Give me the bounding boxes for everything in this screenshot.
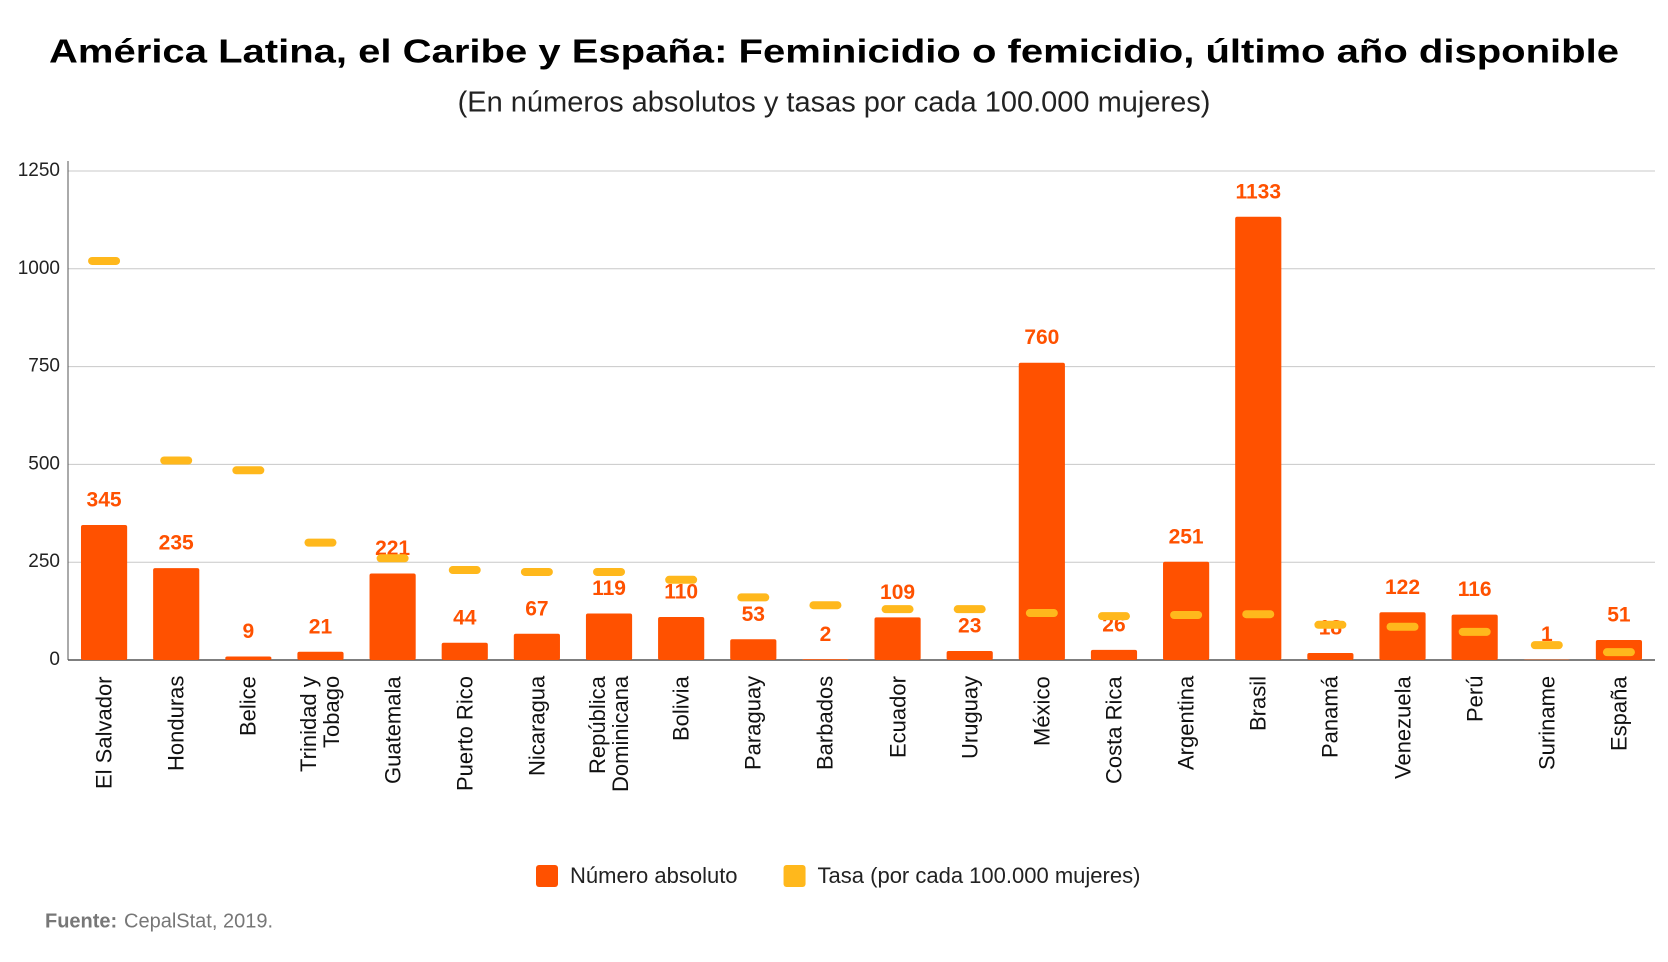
bar xyxy=(730,639,777,660)
chart-subtitle: (En números absolutos y tasas por cada 1… xyxy=(458,87,1211,119)
y-tick-label: 250 xyxy=(28,551,60,572)
legend-label: Número absoluto xyxy=(570,863,738,888)
x-tick-label: Guatemala xyxy=(380,676,406,784)
x-tick-label: Suriname xyxy=(1534,676,1560,771)
source-label: Fuente: xyxy=(45,910,117,932)
legend-label: Tasa (por cada 100.000 mujeres) xyxy=(818,863,1141,888)
bar xyxy=(1451,614,1498,660)
x-tick-label: Puerto Rico xyxy=(452,676,478,791)
value-label: 345 xyxy=(87,489,122,512)
bar xyxy=(80,525,128,660)
bar xyxy=(1163,561,1210,660)
x-tick-label: Brasil xyxy=(1245,676,1271,732)
bar xyxy=(946,651,993,660)
value-label: 251 xyxy=(1169,525,1204,548)
value-label: 51 xyxy=(1607,604,1631,627)
y-tick-label: 500 xyxy=(28,453,60,474)
y-tick-label: 1000 xyxy=(18,258,60,279)
x-tick-label: Trinidad y Tobago xyxy=(296,676,345,772)
value-label: 116 xyxy=(1458,578,1492,601)
y-tick-label: 0 xyxy=(49,649,60,670)
x-tick-label: España xyxy=(1606,676,1632,751)
x-tick-label: República Dominicana xyxy=(585,676,634,793)
x-tick-label: Honduras xyxy=(163,676,189,772)
y-tick-label: 750 xyxy=(28,356,60,377)
x-tick-label: Perú xyxy=(1462,676,1488,723)
bar xyxy=(1090,649,1138,660)
bar xyxy=(1307,652,1354,660)
y-tick-label: 1250 xyxy=(18,160,60,181)
source: CepalStat, 2019. xyxy=(124,910,273,932)
x-tick-label: Nicaragua xyxy=(524,676,550,777)
x-tick-label: Paraguay xyxy=(740,676,766,771)
chart-title: América Latina, el Caribe y España: Femi… xyxy=(49,33,1619,70)
x-tick-label: Bolivia xyxy=(668,676,694,741)
value-label: 67 xyxy=(525,597,548,620)
x-tick-label: Barbados xyxy=(812,676,838,771)
bar xyxy=(658,616,705,660)
value-label: 21 xyxy=(309,615,333,638)
bar xyxy=(441,642,488,660)
bar xyxy=(874,617,921,660)
bar xyxy=(297,651,344,660)
x-tick-label: Costa Rica xyxy=(1101,676,1127,784)
value-label: 1 xyxy=(1541,623,1553,646)
x-tick-label: Panamá xyxy=(1317,676,1343,758)
x-tick-label: El Salvador xyxy=(91,676,117,789)
bar xyxy=(1379,612,1426,660)
bar xyxy=(802,659,849,660)
x-tick-label: Argentina xyxy=(1173,676,1199,771)
bar xyxy=(1235,216,1282,661)
x-tick-label: Belice xyxy=(235,676,261,736)
bar xyxy=(369,573,416,660)
value-label: 44 xyxy=(453,606,477,629)
value-label: 109 xyxy=(880,581,915,604)
bar xyxy=(585,613,633,660)
value-label: 53 xyxy=(742,603,765,626)
value-label: 760 xyxy=(1024,326,1059,349)
bar xyxy=(513,633,560,660)
x-tick-label: Venezuela xyxy=(1390,676,1416,779)
x-tick-label: México xyxy=(1029,676,1055,746)
legend-swatch xyxy=(783,865,806,887)
value-label: 2 xyxy=(820,623,832,646)
bar xyxy=(153,568,200,660)
x-tick-label: Uruguay xyxy=(957,676,983,760)
value-label: 235 xyxy=(159,532,194,555)
value-label: 110 xyxy=(664,581,698,604)
value-label: 9 xyxy=(242,620,254,643)
x-tick-label: Ecuador xyxy=(885,676,911,758)
value-label: 122 xyxy=(1385,576,1420,599)
value-label: 119 xyxy=(592,577,626,600)
value-label: 1133 xyxy=(1235,180,1281,203)
bar xyxy=(225,656,272,660)
value-label: 23 xyxy=(958,615,981,638)
bar xyxy=(1018,362,1065,660)
legend-swatch xyxy=(536,865,558,887)
